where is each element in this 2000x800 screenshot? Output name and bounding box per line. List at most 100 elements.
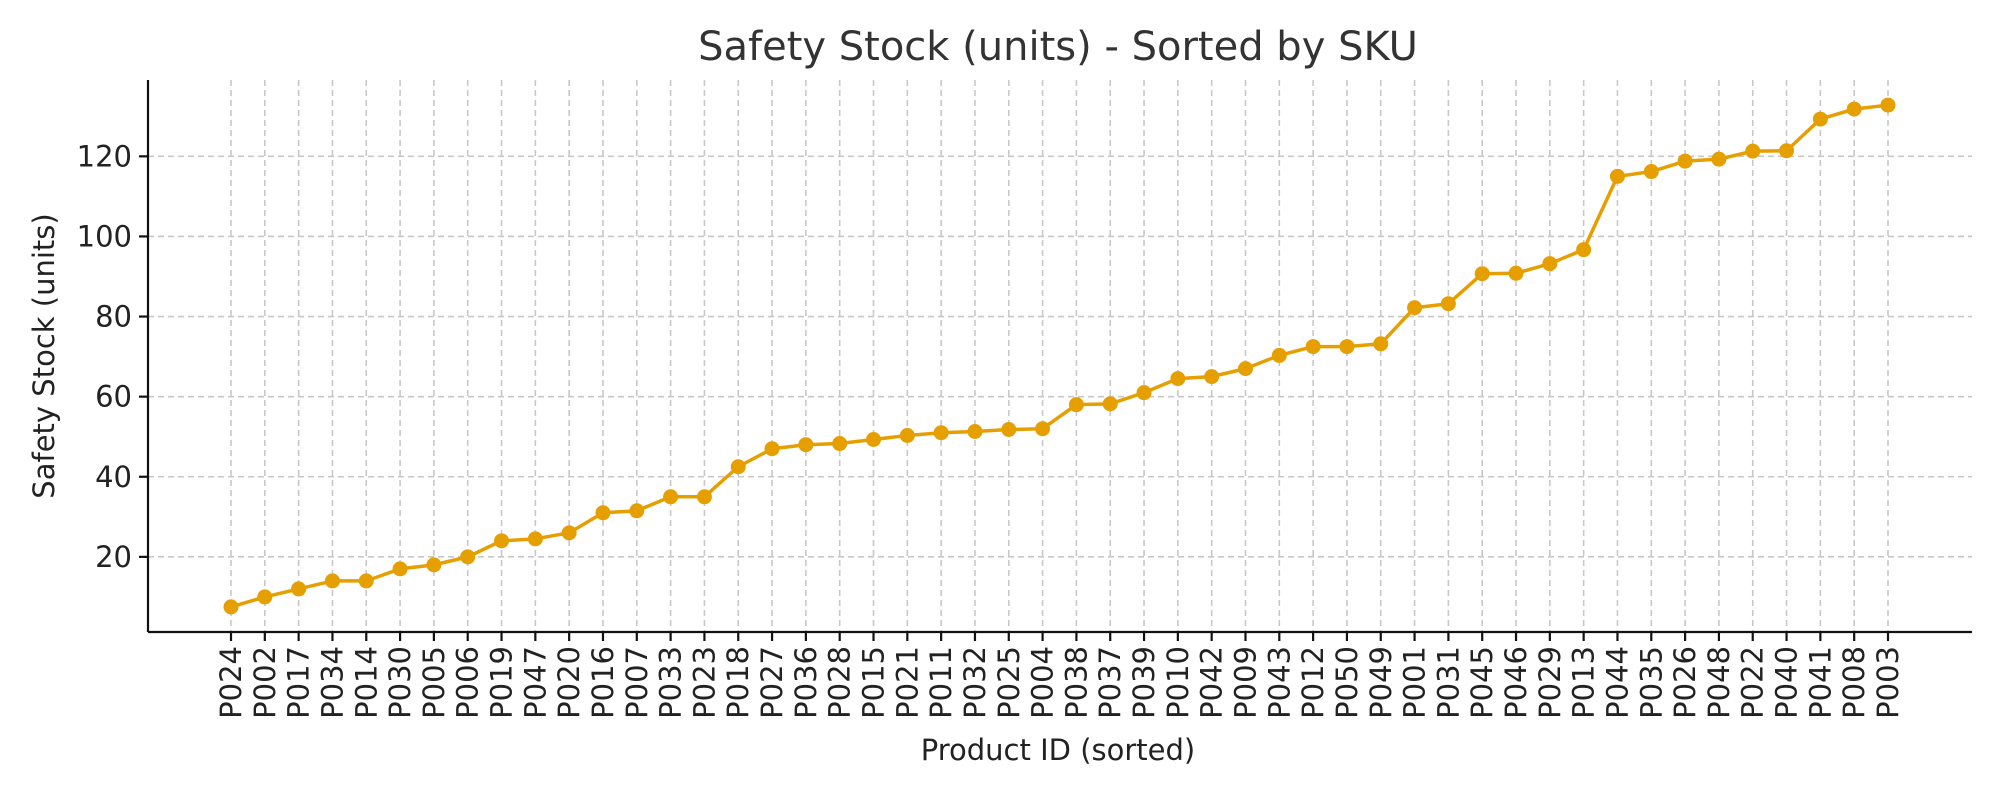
data-point: [1373, 336, 1389, 352]
data-point: [1440, 296, 1456, 312]
x-tick-label: P048: [1702, 646, 1736, 719]
data-point: [866, 432, 882, 448]
y-axis-label: Safety Stock (units): [27, 213, 61, 498]
x-tick-label: P043: [1262, 646, 1296, 719]
x-tick-label: P049: [1364, 646, 1398, 719]
x-tick-label: P046: [1499, 646, 1533, 719]
x-tick-label: P050: [1330, 646, 1364, 719]
data-point: [798, 437, 814, 453]
x-tick-label: P025: [992, 646, 1026, 719]
grid: [148, 80, 1972, 632]
data-point: [257, 589, 273, 605]
data-point: [1170, 371, 1186, 387]
data-point: [460, 549, 476, 565]
data-point: [1711, 151, 1727, 167]
x-tick-label: P035: [1634, 646, 1668, 719]
x-tick-label: P029: [1533, 646, 1567, 719]
x-tick-label: P014: [349, 646, 383, 719]
data-point: [1880, 97, 1896, 113]
y-tick-label: 120: [77, 139, 132, 173]
x-tick-label: P011: [924, 646, 958, 719]
x-tick-label: P018: [721, 646, 755, 719]
data-point: [595, 505, 611, 521]
x-tick-label: P008: [1837, 646, 1871, 719]
data-point: [1035, 421, 1051, 437]
x-tick-label: P007: [620, 646, 654, 719]
data-point: [764, 441, 780, 457]
x-tick-label: P034: [315, 646, 349, 719]
x-tick-label: P030: [383, 646, 417, 719]
x-tick-label: P033: [654, 646, 688, 719]
data-point: [696, 489, 712, 505]
x-tick-label: P004: [1026, 646, 1060, 719]
data-point: [291, 581, 307, 597]
data-point: [1204, 369, 1220, 385]
data-point: [1102, 396, 1118, 412]
data-point: [561, 525, 577, 541]
data-point: [1407, 300, 1423, 316]
x-tick-label: P021: [890, 646, 924, 719]
data-point: [358, 573, 374, 589]
data-point: [1542, 256, 1558, 272]
x-tick-label: P017: [282, 646, 316, 719]
series-line: [230, 103, 1889, 609]
data-point: [223, 599, 239, 615]
x-tick-label: P041: [1803, 646, 1837, 719]
data-point: [629, 503, 645, 519]
chart-title: Safety Stock (units) - Sorted by SKU: [698, 24, 1418, 70]
x-tick-label: P009: [1228, 646, 1262, 719]
data-point: [1474, 266, 1490, 282]
x-tick-label: P031: [1431, 646, 1465, 719]
x-tick-label: P047: [518, 646, 552, 719]
x-tick-label: P015: [857, 646, 891, 719]
y-tick-label: 80: [95, 300, 132, 334]
series-layer: [223, 97, 1896, 615]
y-ticks: 20 40 60 80 100 120: [77, 139, 148, 574]
data-point: [933, 425, 949, 441]
x-tick-label: P003: [1871, 646, 1905, 719]
x-tick-label: P006: [451, 646, 485, 719]
data-point: [1677, 153, 1693, 169]
x-tick-label: P020: [552, 646, 586, 719]
x-tick-label: P002: [248, 646, 282, 719]
data-point: [1643, 164, 1659, 180]
x-tick-label: P012: [1296, 646, 1330, 719]
data-point: [1068, 397, 1084, 413]
x-tick-label: P001: [1398, 646, 1432, 719]
data-point: [832, 436, 848, 452]
data-point: [1271, 347, 1287, 363]
axes: [146, 80, 1972, 634]
x-tick-label: P016: [586, 646, 620, 719]
data-point: [426, 557, 442, 573]
x-axis-label: Product ID (sorted): [921, 733, 1195, 767]
x-tick-label: P036: [789, 646, 823, 719]
data-point: [527, 531, 543, 547]
data-point: [392, 561, 408, 577]
y-tick-label: 100: [77, 219, 132, 253]
x-tick-label: P013: [1567, 646, 1601, 719]
data-point: [663, 489, 679, 505]
x-tick-label: P039: [1127, 646, 1161, 719]
data-point: [1576, 242, 1592, 258]
data-point: [1305, 339, 1321, 355]
x-tick-label: P022: [1736, 646, 1770, 719]
x-tick-label: P019: [485, 646, 519, 719]
data-point: [1812, 111, 1828, 127]
data-point: [1745, 143, 1761, 159]
data-point: [324, 573, 340, 589]
x-tick-label: P042: [1195, 646, 1229, 719]
x-tick-label: P010: [1161, 646, 1195, 719]
data-point: [899, 428, 915, 444]
data-point: [1339, 339, 1355, 355]
x-tick-label: P044: [1600, 646, 1634, 719]
x-tick-label: P026: [1668, 646, 1702, 719]
x-tick-label: P045: [1465, 646, 1499, 719]
y-tick-label: 60: [95, 380, 132, 414]
y-tick-label: 20: [95, 540, 132, 574]
x-tick-label: P040: [1770, 646, 1804, 719]
x-tick-label: P038: [1059, 646, 1093, 719]
x-tick-label: P024: [214, 646, 248, 719]
data-point: [1846, 101, 1862, 117]
